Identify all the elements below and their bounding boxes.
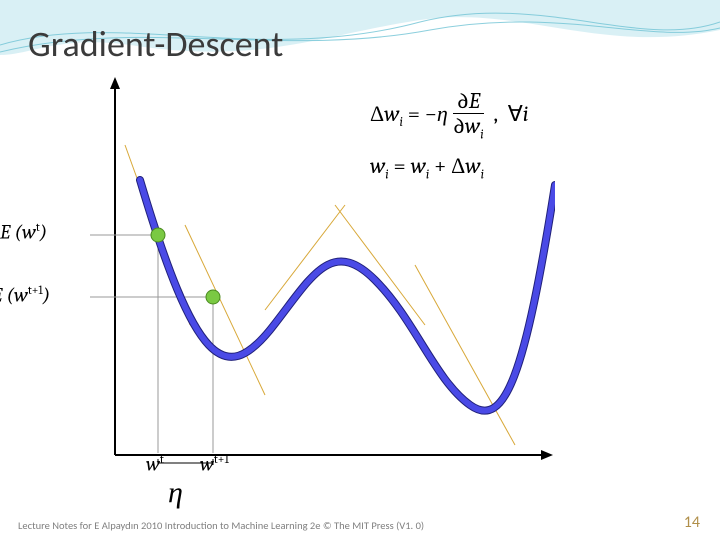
label-eta: η — [168, 476, 183, 510]
gradient-descent-chart — [85, 75, 555, 465]
page-number: 14 — [684, 513, 700, 532]
label-E-wt: E (wt) — [0, 220, 47, 244]
label-E-wt1: E (wt+1) — [0, 283, 50, 307]
footer-citation: Lecture Notes for E Alpaydın 2010 Introd… — [18, 519, 424, 532]
slide-title: Gradient-Descent — [28, 22, 283, 66]
